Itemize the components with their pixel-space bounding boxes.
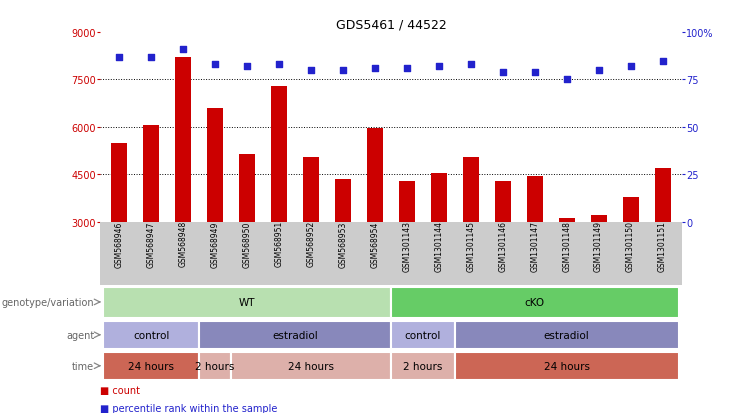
FancyBboxPatch shape [103,287,391,318]
FancyBboxPatch shape [231,353,391,380]
Point [625,64,637,70]
Text: 24 hours: 24 hours [288,361,334,371]
Point [209,62,221,69]
FancyBboxPatch shape [455,353,679,380]
FancyBboxPatch shape [455,322,679,349]
Point [561,77,573,83]
Bar [303,157,319,316]
FancyBboxPatch shape [391,287,679,318]
Bar [239,154,255,316]
Point [369,66,381,72]
Text: cKO: cKO [525,297,545,307]
Point [273,62,285,69]
Text: 24 hours: 24 hours [128,361,174,371]
FancyBboxPatch shape [199,322,391,349]
Bar [495,181,511,316]
FancyBboxPatch shape [391,322,455,349]
Bar [335,180,351,316]
Bar [367,129,383,316]
Bar [207,109,223,316]
FancyBboxPatch shape [103,353,199,380]
Text: agent: agent [66,330,94,340]
Text: WT: WT [239,297,256,307]
Text: ■ percentile rank within the sample: ■ percentile rank within the sample [100,403,277,413]
Bar [591,215,607,316]
Bar [111,143,127,316]
Point [593,68,605,74]
FancyBboxPatch shape [391,353,455,380]
Bar [622,197,639,316]
Bar [271,87,287,316]
Text: time: time [72,361,94,371]
Bar [654,169,671,316]
Bar [175,58,191,316]
Point [177,47,189,53]
Text: 2 hours: 2 hours [403,361,442,371]
Text: estradiol: estradiol [544,330,590,340]
FancyBboxPatch shape [103,322,199,349]
Text: 24 hours: 24 hours [544,361,590,371]
Text: ■ count: ■ count [100,385,140,395]
Text: control: control [405,330,441,340]
Point [337,68,349,74]
Text: 2 hours: 2 hours [196,361,235,371]
Point [305,68,317,74]
Point [145,54,157,61]
Point [496,69,508,76]
Point [241,64,253,70]
Point [113,54,125,61]
Bar [463,157,479,316]
Bar [527,176,542,316]
Point [657,58,668,65]
FancyBboxPatch shape [199,353,231,380]
Bar [431,173,447,316]
Point [433,64,445,70]
Point [465,62,476,69]
Point [401,66,413,72]
Bar [143,126,159,316]
Text: control: control [133,330,170,340]
Title: GDS5461 / 44522: GDS5461 / 44522 [336,19,446,32]
Text: genotype/variation: genotype/variation [1,297,94,307]
Bar [399,181,415,316]
Text: estradiol: estradiol [272,330,318,340]
Bar [559,219,575,316]
Point [529,69,541,76]
